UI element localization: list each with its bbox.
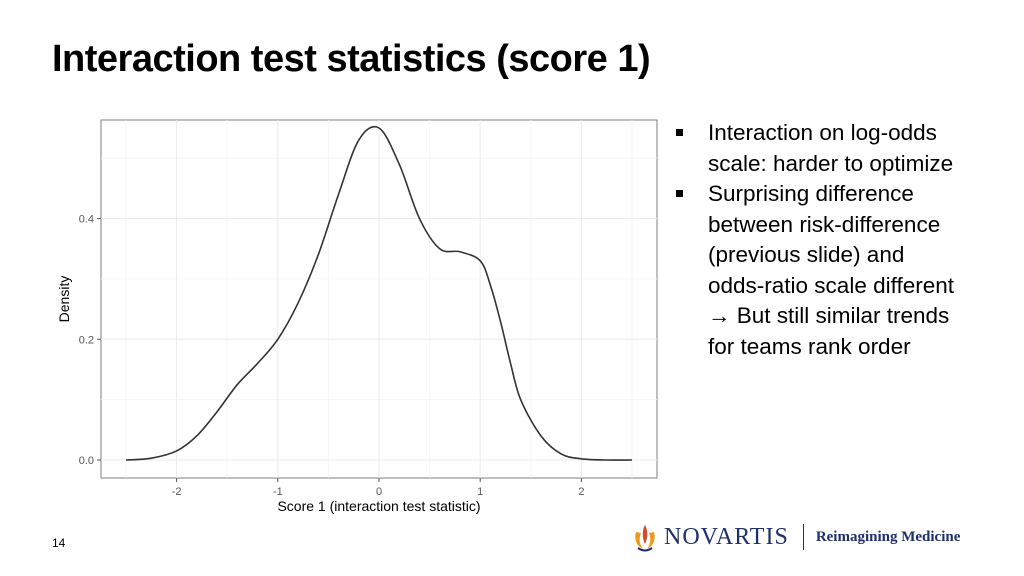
bullet-line: Surprising difference — [708, 181, 914, 206]
grid-lines — [101, 120, 657, 478]
bullet-line: between risk-difference — [708, 211, 941, 237]
bullet-line: for teams rank order — [708, 333, 911, 359]
y-axis-label: Density — [56, 276, 72, 323]
density-curve — [125, 125, 633, 461]
y-tick-label: 0.4 — [79, 214, 94, 226]
y-axis-ticks: 0.0 0.2 0.4 — [79, 214, 101, 467]
slide-title: Interaction test statistics (score 1) — [52, 38, 651, 80]
y-tick-label: 0.0 — [79, 455, 94, 467]
x-tick-label: -2 — [172, 486, 182, 498]
bullet-line: (previous slide) and — [708, 242, 905, 267]
square-bullet-icon — [676, 129, 683, 136]
bullet-line: scale: harder to optimize — [708, 150, 954, 176]
y-tick-label: 0.2 — [79, 334, 94, 346]
bullet-item: Interaction on log-odds scale: harder to… — [676, 118, 1006, 179]
density-chart: 0.0 0.2 0.4 -2 -1 0 1 2 Score 1 (interaction t… — [56, 119, 658, 514]
square-bullet-icon — [676, 190, 683, 197]
x-tick-label: 2 — [578, 486, 584, 498]
bullet-list: Interaction on log-odds scale: harder to… — [676, 118, 1006, 362]
logo-divider — [802, 524, 804, 550]
novartis-logo: NOVARTIS Reimagining Medicine — [632, 520, 960, 554]
company-name: NOVARTIS — [664, 523, 789, 550]
x-tick-label: 0 — [376, 486, 382, 498]
x-tick-label: 1 — [477, 486, 483, 498]
bullet-line: → But still similar trends — [708, 303, 950, 328]
novartis-flame-icon — [635, 525, 655, 552]
company-tagline: Reimagining Medicine — [815, 528, 961, 545]
bullet-line: odds-ratio scale different — [708, 272, 954, 298]
bullet-line: Interaction on log-odds — [708, 120, 937, 145]
bullet-item: Surprising difference between risk-diffe… — [676, 179, 1006, 362]
x-tick-label: -1 — [273, 486, 283, 498]
x-axis-ticks: -2 -1 0 1 2 — [172, 478, 584, 498]
page-number: 14 — [52, 536, 66, 550]
x-axis-label: Score 1 (interaction test statistic) — [277, 498, 480, 514]
